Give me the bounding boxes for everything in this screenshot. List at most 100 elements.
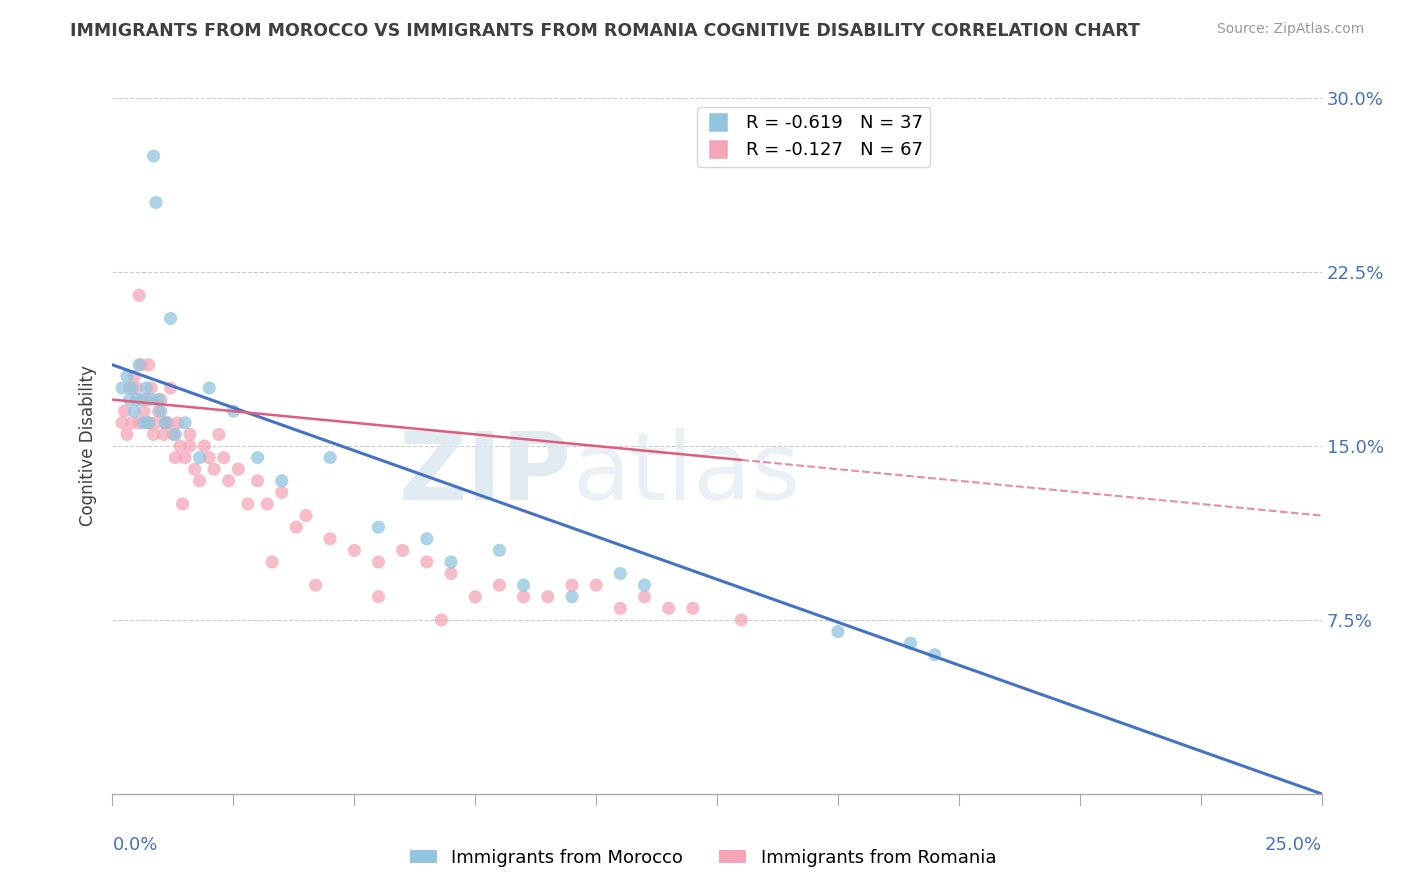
Point: [900, 636, 922, 650]
Point: [148, 404, 170, 418]
Point: [633, 578, 655, 592]
Point: [142, 427, 165, 442]
Point: [416, 532, 439, 546]
Point: [155, 416, 177, 430]
Legend: R = -0.619   N = 37, R = -0.127   N = 67: R = -0.619 N = 37, R = -0.127 N = 67: [697, 107, 931, 167]
Point: [149, 404, 172, 418]
Point: [148, 392, 170, 407]
Point: [682, 601, 704, 615]
Point: [208, 427, 231, 442]
Point: [256, 497, 278, 511]
Point: [141, 392, 163, 407]
Point: [226, 462, 249, 476]
Text: 0.0%: 0.0%: [112, 836, 157, 854]
Point: [149, 392, 172, 407]
Point: [609, 566, 631, 581]
Point: [142, 149, 165, 163]
Point: [145, 195, 167, 210]
Point: [295, 508, 318, 523]
Point: [121, 381, 143, 395]
Point: [202, 462, 225, 476]
Point: [609, 601, 631, 615]
Point: [246, 450, 269, 465]
Point: [114, 404, 136, 418]
Text: 25.0%: 25.0%: [1264, 836, 1322, 854]
Point: [128, 358, 150, 372]
Point: [319, 532, 342, 546]
Point: [138, 416, 160, 430]
Point: [122, 369, 145, 384]
Point: [183, 462, 205, 476]
Point: [128, 416, 150, 430]
Point: [236, 497, 259, 511]
Point: [285, 520, 308, 534]
Text: atlas: atlas: [572, 428, 800, 520]
Point: [585, 578, 607, 592]
Point: [319, 450, 342, 465]
Point: [246, 474, 269, 488]
Point: [111, 416, 134, 430]
Text: ZIP: ZIP: [399, 428, 572, 520]
Point: [367, 590, 389, 604]
Point: [304, 578, 326, 592]
Point: [125, 381, 148, 395]
Point: [135, 381, 157, 395]
Point: [430, 613, 453, 627]
Point: [138, 358, 160, 372]
Point: [179, 427, 201, 442]
Point: [218, 474, 240, 488]
Point: [132, 404, 155, 418]
Text: Source: ZipAtlas.com: Source: ZipAtlas.com: [1216, 22, 1364, 37]
Point: [132, 416, 155, 430]
Point: [488, 543, 510, 558]
Point: [262, 555, 284, 569]
Point: [188, 450, 211, 465]
Point: [169, 439, 191, 453]
Point: [115, 369, 138, 384]
Text: Cognitive Disability: Cognitive Disability: [79, 366, 97, 526]
Point: [537, 590, 560, 604]
Point: [111, 381, 134, 395]
Point: [159, 381, 181, 395]
Point: [118, 392, 141, 407]
Point: [198, 450, 221, 465]
Point: [118, 381, 141, 395]
Point: [827, 624, 849, 639]
Point: [172, 497, 194, 511]
Point: [222, 404, 245, 418]
Point: [174, 416, 197, 430]
Point: [166, 416, 188, 430]
Point: [122, 404, 145, 418]
Point: [367, 520, 389, 534]
Point: [152, 427, 174, 442]
Point: [512, 590, 534, 604]
Point: [179, 439, 201, 453]
Point: [488, 578, 510, 592]
Point: [165, 427, 187, 442]
Text: IMMIGRANTS FROM MOROCCO VS IMMIGRANTS FROM ROMANIA COGNITIVE DISABILITY CORRELAT: IMMIGRANTS FROM MOROCCO VS IMMIGRANTS FR…: [70, 22, 1140, 40]
Point: [730, 613, 752, 627]
Point: [343, 543, 366, 558]
Point: [391, 543, 413, 558]
Point: [162, 427, 184, 442]
Point: [131, 358, 153, 372]
Point: [212, 450, 235, 465]
Point: [115, 427, 138, 442]
Point: [135, 392, 157, 407]
Point: [658, 601, 681, 615]
Point: [512, 578, 534, 592]
Point: [145, 416, 167, 430]
Legend: Immigrants from Morocco, Immigrants from Romania: Immigrants from Morocco, Immigrants from…: [402, 842, 1004, 874]
Point: [464, 590, 486, 604]
Point: [131, 392, 153, 407]
Point: [367, 555, 389, 569]
Point: [270, 485, 292, 500]
Point: [138, 416, 160, 430]
Point: [125, 392, 148, 407]
Point: [188, 474, 211, 488]
Point: [128, 288, 150, 302]
Point: [440, 555, 463, 569]
Point: [159, 311, 181, 326]
Point: [157, 416, 180, 430]
Point: [121, 416, 143, 430]
